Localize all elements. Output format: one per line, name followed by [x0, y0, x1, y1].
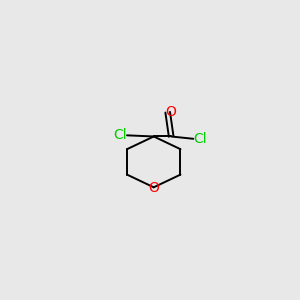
Text: Cl: Cl — [113, 128, 127, 142]
Text: O: O — [148, 182, 159, 196]
Text: O: O — [165, 105, 176, 119]
Text: Cl: Cl — [193, 132, 207, 146]
